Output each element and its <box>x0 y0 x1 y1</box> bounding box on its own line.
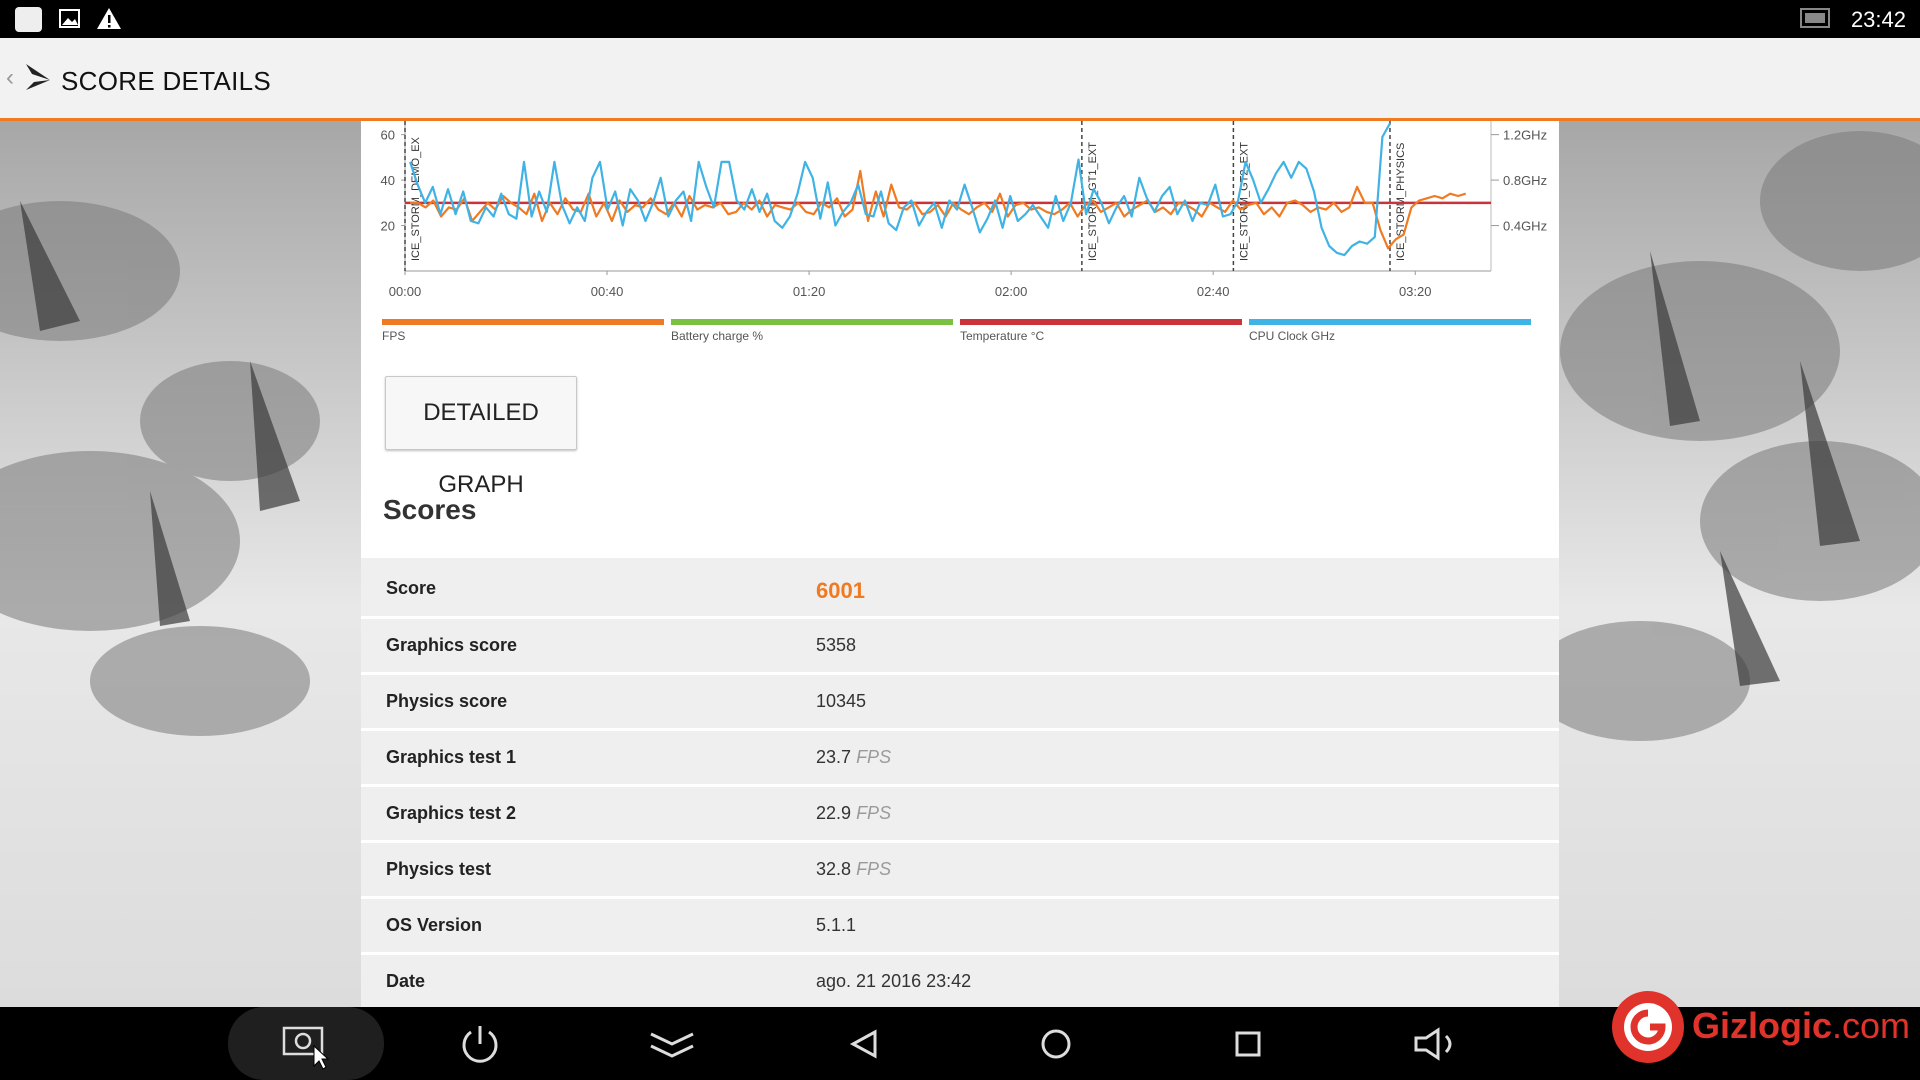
chevron-left-icon[interactable]: ‹ <box>6 64 14 91</box>
legend-swatch <box>382 319 664 325</box>
score-unit: FPS <box>856 803 892 823</box>
score-number: 23.7 <box>816 747 852 767</box>
score-label: Graphics test 2 <box>386 803 517 823</box>
legend-label: Battery charge % <box>671 329 764 343</box>
detailed-graph-button[interactable]: DETAILED GRAPH <box>385 376 577 498</box>
right-tick-label: 0.4GHz <box>1503 219 1547 234</box>
score-unit: FPS <box>856 747 892 767</box>
status-bar: 23:42 <box>0 0 1920 38</box>
cast-screen-icon <box>1800 8 1830 28</box>
volume-button[interactable] <box>1378 1007 1498 1080</box>
gizlogic-logo-icon <box>1612 991 1684 1063</box>
score-label: Physics score <box>386 691 508 711</box>
cpu-clock-series-line <box>409 122 1391 257</box>
recents-button[interactable] <box>1188 1007 1308 1080</box>
rock-landscape-image <box>0 131 1920 741</box>
score-number: 10345 <box>816 691 867 711</box>
x-tick-label: 00:00 <box>389 284 422 299</box>
collapse-button[interactable] <box>612 1007 732 1080</box>
x-tick-label: 01:20 <box>793 284 826 299</box>
power-icon <box>462 1025 498 1063</box>
score-row: Graphics test 1 23.7 FPS <box>361 731 1559 784</box>
navigation-bar <box>0 1007 1920 1080</box>
watermark-text: Gizlogic.com <box>1692 1005 1911 1046</box>
left-tick-label: 40 <box>381 173 395 188</box>
score-number: 5358 <box>816 635 857 655</box>
fps-series-line <box>410 169 1467 250</box>
score-label: OS Version <box>386 915 483 935</box>
score-label: Graphics score <box>386 635 518 655</box>
score-label: Date <box>386 971 426 991</box>
score-value: 10345 <box>816 691 866 712</box>
legend-item: FPS <box>382 319 664 343</box>
legend-label: Temperature °C <box>960 329 1045 343</box>
score-value: 23.7 FPS <box>816 747 891 768</box>
score-value: ago. 21 2016 23:42 <box>816 971 971 992</box>
app-notification-icon <box>15 7 42 32</box>
image-notification-icon <box>59 9 80 28</box>
recents-icon <box>1235 1031 1261 1056</box>
score-value: 32.8 FPS <box>816 859 891 880</box>
page-title: SCORE DETAILS <box>61 66 272 96</box>
right-tick-label: 1.2GHz <box>1503 128 1547 143</box>
legend-item: Battery charge % <box>671 319 953 343</box>
left-tick-label: 60 <box>381 128 395 143</box>
left-tick-label: 20 <box>381 219 395 234</box>
score-number: 22.9 <box>816 803 852 823</box>
clock: 23:42 <box>1850 7 1906 32</box>
legend-label: FPS <box>382 329 406 343</box>
3dmark-logo-icon[interactable] <box>22 60 54 96</box>
test-marker-label: ICE_STORM_DEMO_EX <box>410 136 422 261</box>
score-value: 22.9 FPS <box>816 803 891 824</box>
score-number: 32.8 <box>816 859 852 879</box>
back-icon <box>849 1028 877 1059</box>
score-number: 6001 <box>816 578 865 603</box>
x-tick-label: 02:40 <box>1197 284 1230 299</box>
power-button[interactable] <box>420 1007 540 1080</box>
test-marker-label: ICE_STORM_GT2_EXT <box>1238 142 1250 261</box>
scores-table: Score 6001 Graphics score 5358 Physics score… <box>361 558 1559 1007</box>
legend-item: CPU Clock GHz <box>1249 319 1531 343</box>
legend-swatch <box>960 319 1242 325</box>
scores-heading: Scores <box>383 494 477 525</box>
score-row: Graphics test 2 22.9 FPS <box>361 787 1559 840</box>
chart-legend: FPS Battery charge % Temperature °C CPU Clo… <box>382 319 1542 349</box>
volume-icon <box>1414 1026 1452 1061</box>
score-number: ago. 21 2016 23:42 <box>816 971 972 991</box>
score-value: 6001 <box>816 578 865 604</box>
score-number: 5.1.1 <box>816 915 857 935</box>
gizlogic-watermark: Gizlogic.com <box>1606 983 1910 1073</box>
app-bar: ‹ SCORE DETAILS <box>0 38 1920 121</box>
collapse-icon <box>650 1032 694 1058</box>
legend-label: CPU Clock GHz <box>1249 329 1336 343</box>
legend-swatch <box>671 319 953 325</box>
x-tick-label: 00:40 <box>591 284 624 299</box>
score-label: Score <box>386 578 437 598</box>
performance-chart: 60 40 20 1.2GHz 0.8GHz 0.4GHz 00:00 00:40 01:20 0… <box>381 121 1547 299</box>
right-tick-label: 0.8GHz <box>1503 173 1547 188</box>
home-icon <box>1041 1029 1071 1058</box>
score-row: Physics test 32.8 FPS <box>361 843 1559 896</box>
score-row: Score 6001 <box>361 558 1559 616</box>
score-details-panel: 60 40 20 1.2GHz 0.8GHz 0.4GHz 00:00 00:40 01:20 0… <box>361 121 1559 1007</box>
score-row: OS Version 5.1.1 <box>361 899 1559 952</box>
legend-item: Temperature °C <box>960 319 1242 343</box>
score-row: Graphics score 5358 <box>361 619 1559 672</box>
score-row: Physics score 10345 <box>361 675 1559 728</box>
warning-icon <box>97 8 121 29</box>
score-value: 5.1.1 <box>816 915 856 936</box>
score-unit: FPS <box>856 859 892 879</box>
screenshot-button[interactable] <box>228 1007 384 1080</box>
score-value: 5358 <box>816 635 856 656</box>
screenshot-icon <box>282 1026 330 1070</box>
legend-swatch <box>1249 319 1531 325</box>
score-label: Graphics test 1 <box>386 747 517 767</box>
x-tick-label: 02:00 <box>995 284 1028 299</box>
back-button[interactable] <box>805 1007 925 1080</box>
x-tick-label: 03:20 <box>1399 284 1432 299</box>
score-row: Date ago. 21 2016 23:42 <box>361 955 1559 1007</box>
home-button[interactable] <box>996 1007 1116 1080</box>
score-label: Physics test <box>386 859 492 879</box>
